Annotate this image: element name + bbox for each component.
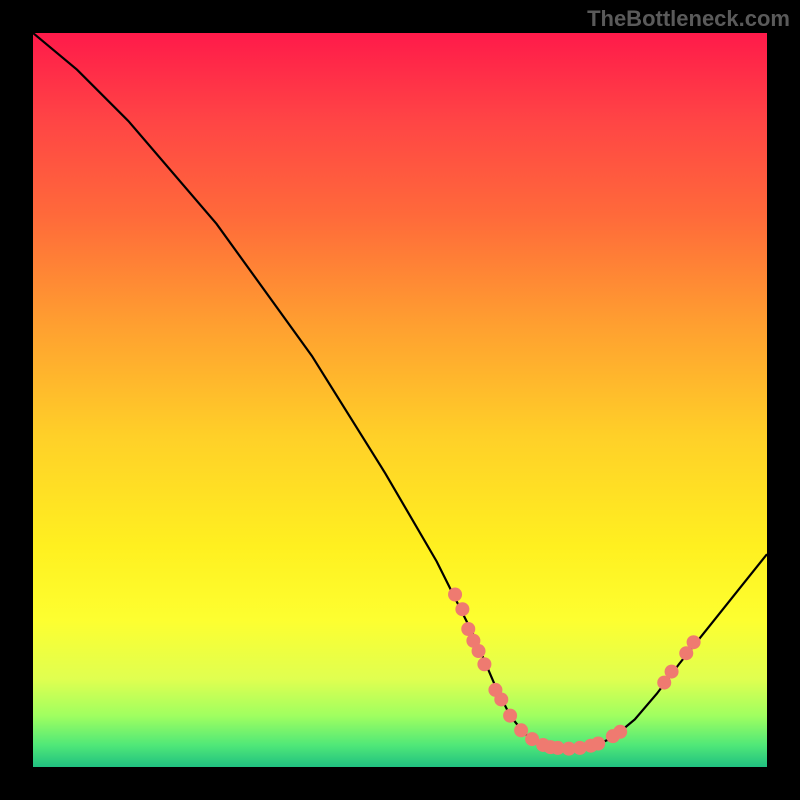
chart-curve [33,33,767,749]
chart-marker [477,657,491,671]
chart-marker [503,709,517,723]
chart-marker [494,692,508,706]
chart-marker [448,588,462,602]
chart-marker [514,723,528,737]
chart-marker [591,737,605,751]
chart-svg [33,33,767,767]
chart-marker [613,725,627,739]
chart-marker [687,635,701,649]
watermark-text: TheBottleneck.com [587,6,790,32]
chart-markers [448,588,701,756]
chart-plot-area [33,33,767,767]
chart-marker [455,602,469,616]
chart-marker [665,665,679,679]
chart-marker [472,644,486,658]
